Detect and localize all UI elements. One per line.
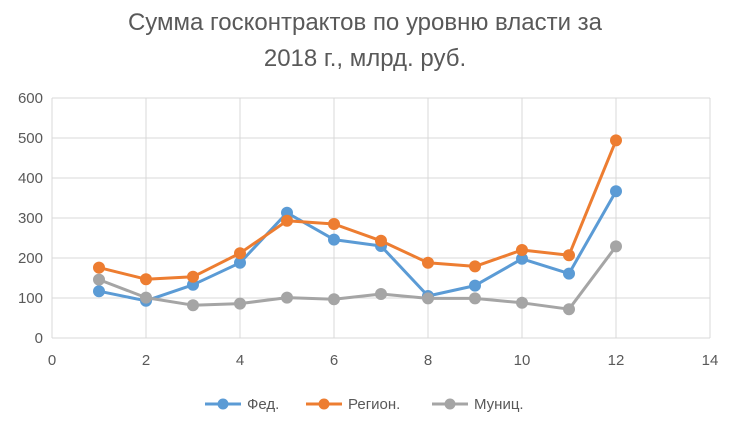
axis-tick-labels: 0 100 200 300 400 500 600 0 2 4 6 8 10 12 14	[18, 90, 718, 369]
legend-marker	[318, 398, 330, 410]
data-point	[610, 134, 622, 147]
data-point	[375, 288, 387, 300]
data-point	[234, 247, 246, 260]
x-tick-label: 4	[236, 352, 244, 369]
data-point	[469, 279, 481, 292]
data-point	[328, 233, 340, 246]
series-line	[98, 245, 618, 311]
legend-item: Муниц.	[432, 396, 524, 413]
data-point	[469, 292, 481, 305]
data-point	[234, 297, 246, 310]
x-tick-label: 14	[702, 352, 719, 369]
data-point	[187, 299, 199, 312]
series-3	[93, 240, 622, 316]
data-point	[375, 234, 387, 247]
legend-marker	[217, 398, 229, 410]
y-tick-label: 400	[18, 170, 43, 187]
series-layer	[93, 134, 622, 316]
legend: Фед. Регион. Муниц.	[205, 396, 524, 413]
legend-label: Регион.	[348, 396, 400, 413]
x-tick-label: 8	[424, 352, 432, 369]
data-point	[93, 261, 105, 274]
series-2	[93, 134, 622, 286]
x-tick-label: 0	[48, 352, 56, 369]
series-line	[98, 190, 618, 303]
data-point	[516, 244, 528, 256]
y-tick-label: 500	[18, 130, 43, 147]
y-tick-label: 600	[18, 90, 43, 107]
data-point	[516, 296, 528, 309]
data-point	[610, 240, 622, 253]
legend-label: Фед.	[247, 396, 279, 413]
data-point	[422, 256, 434, 269]
data-point	[610, 185, 622, 198]
legend-item: Фед.	[205, 396, 279, 413]
data-point	[469, 260, 481, 273]
data-point	[140, 273, 152, 286]
data-point	[328, 293, 340, 306]
legend-item: Регион.	[306, 396, 400, 413]
data-point	[187, 270, 199, 283]
data-point	[328, 218, 340, 230]
chart-title-line-2: 2018 г., млрд. руб.	[264, 45, 466, 72]
y-tick-label: 0	[35, 330, 43, 347]
y-tick-label: 300	[18, 210, 43, 227]
data-point	[93, 273, 105, 286]
series-line	[98, 139, 618, 281]
series-1	[93, 185, 622, 307]
data-point	[563, 249, 575, 262]
data-point	[563, 267, 575, 280]
gridlines	[51, 97, 711, 339]
legend-marker	[444, 398, 456, 410]
y-tick-label: 200	[18, 250, 43, 267]
y-tick-label: 100	[18, 290, 43, 307]
legend-label: Муниц.	[474, 396, 524, 413]
x-tick-label: 10	[514, 352, 531, 369]
data-point	[93, 285, 105, 298]
x-tick-label: 12	[608, 352, 625, 369]
data-point	[422, 292, 434, 305]
data-point	[140, 291, 152, 304]
x-tick-label: 2	[142, 352, 150, 369]
data-point	[563, 303, 575, 316]
data-point	[281, 291, 293, 304]
chart-title-line-1: Сумма госконтрактов по уровню власти за	[128, 9, 603, 36]
x-tick-label: 6	[330, 352, 338, 369]
data-point	[281, 214, 293, 227]
